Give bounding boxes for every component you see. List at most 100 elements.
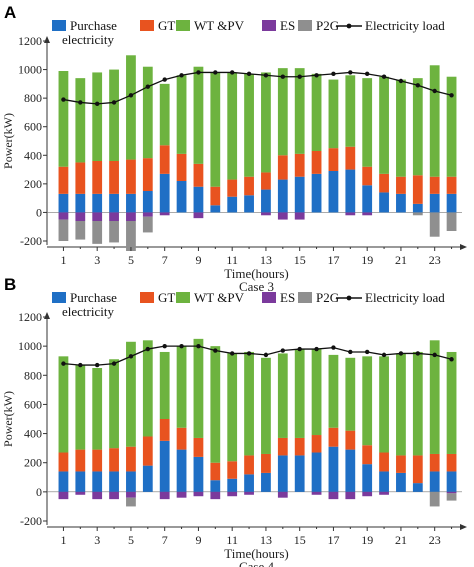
bar-es-hour-7: [159, 491, 170, 500]
x-tick-label: 17: [327, 253, 339, 267]
x-tick-label: 15: [294, 533, 306, 547]
bar-gt-hour-8: [176, 153, 187, 181]
load-point-hour-7: [162, 77, 167, 82]
x-tick-label: 19: [361, 533, 373, 547]
bar-purchase-hour-14: [277, 455, 288, 492]
bar-purchase-hour-8: [176, 181, 187, 213]
load-point-hour-13: [263, 73, 269, 78]
load-point-hour-15: [297, 74, 302, 79]
legend-swatch-p2g: [298, 292, 312, 303]
x-axis-label: Time(hours): [224, 546, 289, 561]
bar-purchase-hour-15: [294, 176, 305, 213]
load-point-hour-2: [78, 100, 83, 105]
bar-gt-hour-5: [126, 159, 136, 194]
load-point-hour-11: [229, 70, 235, 75]
load-point-hour-19: [364, 71, 370, 77]
bar-purchase-hour-23: [429, 193, 440, 213]
legend-label-p2g: P2G: [316, 290, 339, 305]
bar-purchase-hour-6: [142, 191, 153, 213]
bar-purchase-hour-17: [328, 171, 339, 213]
bar-es-hour-19: [362, 212, 373, 216]
legend-label-p2g: P2G: [316, 18, 339, 33]
bar-p2g-hour-2: [75, 221, 86, 240]
bar-es-hour-14: [277, 212, 288, 220]
legend-label-wtpv: WT &PV: [194, 18, 245, 33]
bar-gt-hour-9: [193, 437, 204, 457]
x-tick-label: 9: [195, 533, 201, 547]
y-tick-label: 1000: [18, 63, 42, 77]
y-tick-label: 600: [24, 397, 42, 411]
bar-gt-hour-7: [159, 419, 170, 441]
x-tick-label: 11: [226, 533, 238, 547]
bar-wtpv-hour-24: [446, 76, 457, 177]
bar-gt-hour-13: [261, 172, 271, 190]
bar-gt-hour-10: [210, 186, 221, 206]
bar-es-hour-18: [345, 212, 356, 216]
load-point-hour-16: [314, 346, 319, 352]
load-point-hour-23: [432, 88, 437, 94]
load-point-hour-6: [145, 346, 151, 352]
y-tick-label: 800: [24, 368, 42, 382]
load-point-hour-5: [128, 354, 134, 359]
bar-purchase-hour-1: [58, 471, 69, 492]
bar-wtpv-hour-8: [176, 75, 187, 154]
electricity-load-line: [63, 71, 452, 105]
bar-gt-hour-13: [261, 453, 271, 473]
bar-gt-hour-22: [412, 175, 423, 204]
bar-gt-hour-4: [109, 161, 119, 194]
bar-gt-hour-17: [328, 148, 339, 171]
x-tick-label: 23: [429, 533, 441, 547]
x-tick-label: 5: [128, 253, 134, 267]
bar-wtpv-hour-12: [244, 73, 254, 177]
bar-p2g-hour-4: [109, 221, 119, 243]
y-axis-arrow-icon: [44, 312, 50, 319]
panel-letter-b: B: [4, 275, 16, 294]
y-tick-label: 0: [36, 485, 42, 499]
bar-purchase-hour-19: [362, 185, 373, 213]
y-tick-label: -200: [20, 234, 42, 248]
bar-gt-hour-15: [294, 153, 305, 177]
load-point-hour-16: [314, 73, 319, 78]
bar-wtpv-hour-22: [412, 351, 423, 456]
bar-purchase-hour-10: [210, 205, 221, 213]
legend-label-es: ES: [280, 290, 295, 305]
bar-gt-hour-10: [210, 462, 221, 481]
bar-es-hour-4: [109, 491, 119, 500]
bar-purchase-hour-18: [345, 449, 356, 492]
bar-purchase-hour-8: [176, 449, 187, 492]
load-point-hour-3: [94, 362, 100, 368]
load-point-hour-24: [449, 93, 454, 98]
bar-es-hour-2: [75, 491, 86, 495]
bar-gt-hour-20: [379, 452, 389, 472]
load-point-hour-19: [364, 349, 370, 355]
load-point-hour-14: [280, 348, 286, 353]
bar-gt-hour-21: [396, 176, 406, 194]
bar-gt-hour-19: [362, 166, 373, 186]
bar-wtpv-hour-20: [379, 356, 389, 453]
x-tick-label: 3: [94, 253, 100, 267]
load-point-hour-17: [331, 345, 336, 350]
legend-swatch-wtpv: [176, 292, 190, 303]
load-point-hour-18: [348, 70, 353, 75]
bar-gt-hour-2: [75, 162, 86, 194]
bar-gt-hour-12: [244, 455, 254, 475]
bar-wtpv-hour-20: [379, 76, 389, 174]
bar-purchase-hour-23: [429, 471, 440, 492]
bar-purchase-hour-13: [261, 472, 271, 492]
x-tick-label: 15: [294, 253, 306, 267]
bar-wtpv-hour-18: [345, 357, 356, 431]
bar-wtpv-hour-15: [294, 68, 305, 154]
y-tick-label: 1000: [18, 339, 42, 353]
bar-p2g-hour-6: [142, 216, 153, 233]
bar-wtpv-hour-16: [311, 349, 322, 436]
legend-label-purchase-line2: electricity: [62, 304, 114, 319]
bar-es-hour-13: [261, 212, 271, 216]
x-tick-label: 21: [395, 253, 407, 267]
bar-purchase-hour-9: [193, 186, 204, 213]
bar-gt-hour-16: [311, 151, 322, 174]
load-point-hour-21: [398, 351, 404, 356]
bar-wtpv-hour-2: [75, 78, 86, 163]
load-point-hour-23: [432, 352, 437, 358]
bar-es-hour-3: [92, 491, 103, 500]
